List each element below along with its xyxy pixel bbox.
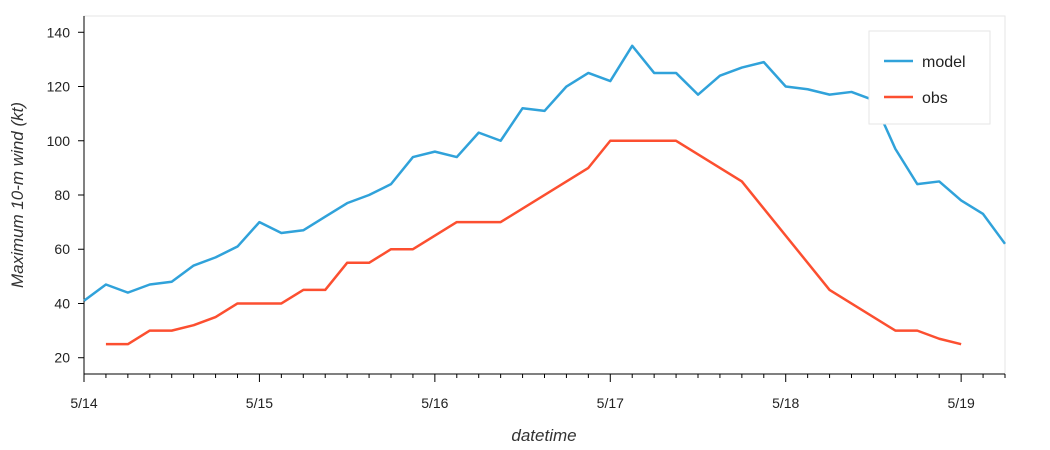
- y-tick-label: 80: [54, 187, 70, 203]
- y-axis-title: Maximum 10-m wind (kt): [8, 102, 27, 288]
- legend: model obs: [868, 30, 991, 125]
- y-tick-label: 40: [54, 295, 70, 311]
- x-tick-label: 5/15: [246, 395, 273, 411]
- x-tick-label: 5/16: [421, 395, 448, 411]
- y-tick-label: 120: [47, 79, 71, 95]
- y-axis-ticks: 20 40 60 80 100 120 140: [47, 24, 84, 366]
- x-tick-label: 5/17: [597, 395, 624, 411]
- y-tick-label: 140: [47, 24, 71, 40]
- x-tick-label: 5/14: [70, 395, 97, 411]
- x-tick-label: 5/18: [772, 395, 799, 411]
- y-tick-label: 100: [47, 133, 71, 149]
- y-tick-label: 20: [54, 350, 70, 366]
- legend-label-obs: obs: [922, 90, 948, 107]
- legend-label-model: model: [922, 54, 966, 71]
- x-tick-label: 5/19: [948, 395, 975, 411]
- x-axis-ticks: 5/14 5/15 5/16 5/17 5/18 5/19: [70, 374, 1006, 411]
- legend-box: [868, 30, 991, 125]
- y-tick-label: 60: [54, 241, 70, 257]
- series-line-obs: [105, 139, 962, 346]
- x-axis-title: datetime: [511, 426, 576, 445]
- series-line-model: [83, 44, 1007, 302]
- series-layer: [83, 44, 1007, 346]
